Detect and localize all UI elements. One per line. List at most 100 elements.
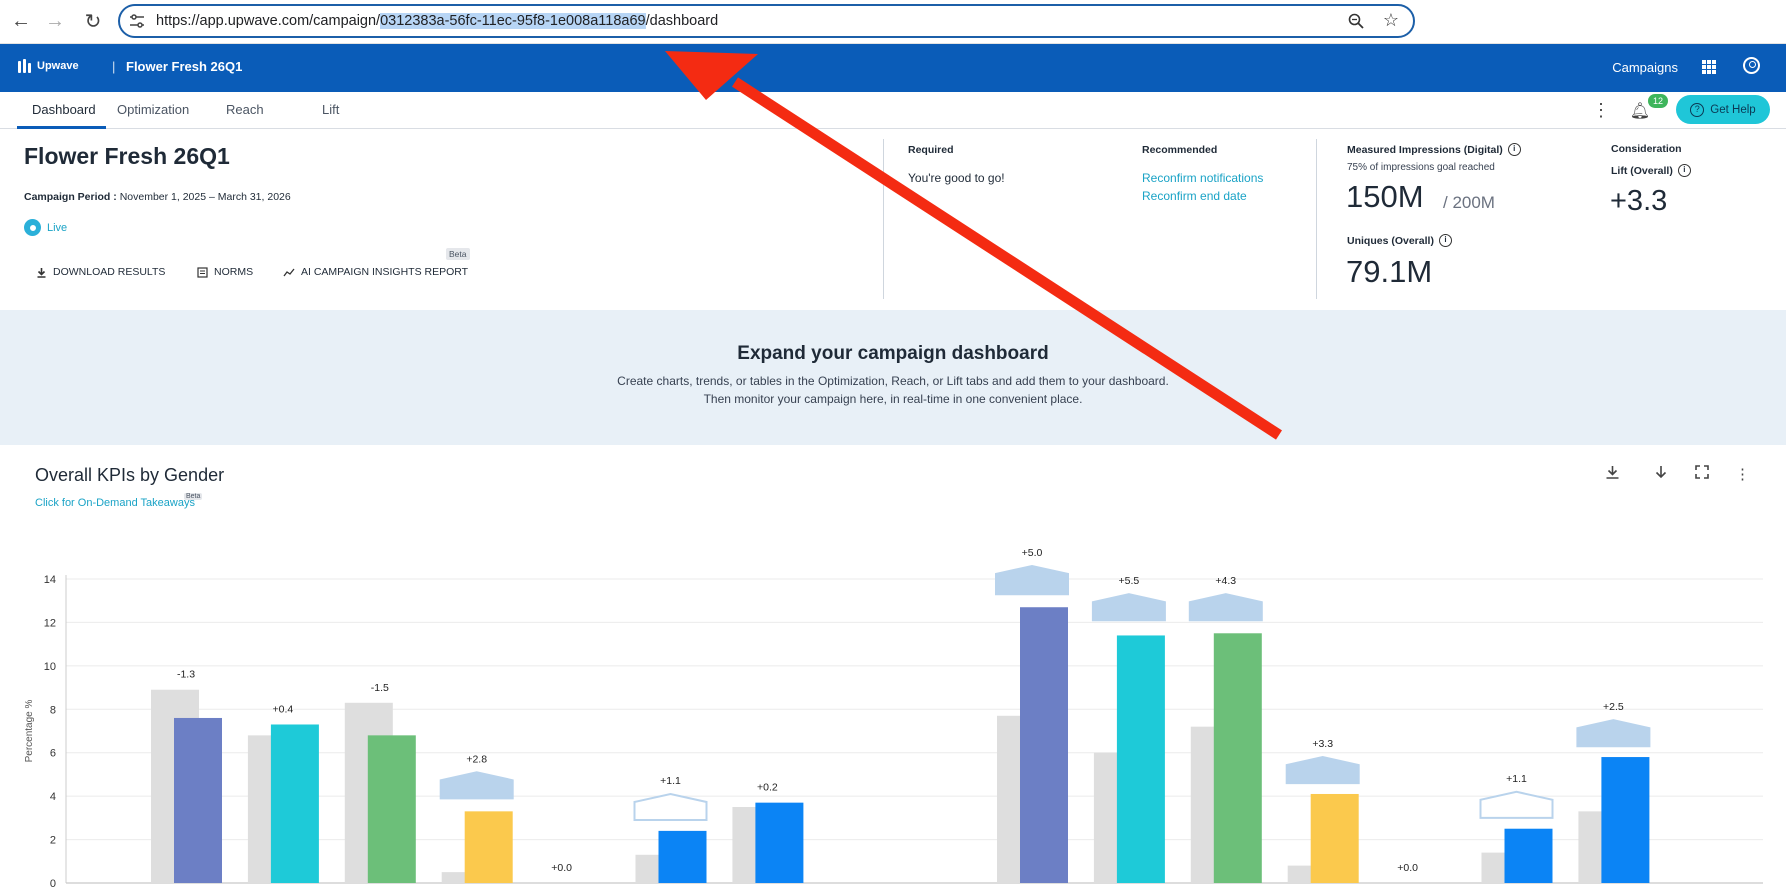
notification-count-badge: 12 bbox=[1648, 94, 1668, 108]
info-icon[interactable]: i bbox=[1507, 143, 1521, 156]
impressions-goal-progress: 75% of impressions goal reached bbox=[1347, 162, 1495, 173]
uniques-value: 79.1M bbox=[1346, 254, 1433, 289]
exposed-bar bbox=[464, 811, 513, 883]
site-settings-icon[interactable] bbox=[128, 12, 146, 30]
logo-text: Upwave bbox=[37, 60, 79, 72]
forward-icon[interactable]: → bbox=[45, 9, 65, 32]
tab-lift[interactable]: Lift bbox=[322, 102, 340, 117]
back-icon[interactable]: ← bbox=[11, 9, 31, 32]
chart-title: Overall KPIs by Gender bbox=[35, 465, 225, 485]
impressions-heading-label: Measured Impressions (Digital) bbox=[1347, 143, 1503, 156]
more-options-icon[interactable]: ⋮ bbox=[1592, 100, 1610, 120]
recommended-heading: Recommended bbox=[1142, 144, 1218, 156]
expand-description-line-2: Then monitor your campaign here, in real… bbox=[703, 392, 1083, 406]
tab-reach[interactable]: Reach bbox=[226, 102, 264, 117]
ai-insights-report-label: AI CAMPAIGN INSIGHTS REPORT bbox=[301, 266, 469, 278]
y-axis-label: Percentage % bbox=[24, 699, 35, 762]
exposed-bar bbox=[1310, 793, 1359, 883]
uniques-heading: Uniques (Overall) i bbox=[1347, 234, 1452, 247]
active-tab-indicator bbox=[17, 126, 106, 129]
lift-data-label: -1.5 bbox=[371, 682, 389, 694]
tab-dashboard[interactable]: Dashboard bbox=[32, 102, 96, 117]
y-tick-label: 14 bbox=[44, 574, 56, 586]
lift-data-label: +4.3 bbox=[1215, 575, 1236, 587]
reload-icon[interactable]: ↻ bbox=[84, 10, 102, 33]
impressions-heading: Measured Impressions (Digital) i bbox=[1347, 143, 1521, 156]
campaign-period-value: November 1, 2025 – March 31, 2026 bbox=[119, 191, 291, 203]
apps-grid-icon[interactable] bbox=[1702, 60, 1716, 74]
zoom-icon[interactable] bbox=[1347, 12, 1365, 30]
on-demand-takeaways-link[interactable]: Click for On-Demand Takeaways bbox=[35, 497, 195, 509]
lift-data-label: +0.0 bbox=[551, 862, 572, 874]
exposed-bar bbox=[174, 717, 222, 883]
app-header: Upwave | Flower Fresh 26Q1 Campaigns bbox=[0, 44, 1786, 92]
insights-trend-icon bbox=[283, 268, 295, 276]
download-chart-icon[interactable] bbox=[1605, 465, 1620, 483]
lift-overall-label-text: Lift (Overall) bbox=[1611, 164, 1673, 177]
notifications-bell-icon[interactable]: 🔔︎ bbox=[1629, 103, 1650, 120]
get-help-button[interactable]: ? Get Help bbox=[1676, 95, 1770, 124]
y-tick-label: 8 bbox=[50, 704, 56, 716]
consideration-lift-value: +3.3 bbox=[1610, 185, 1668, 217]
kpi-bar-chart: 0 2 4 6 8 10 12 14 Percentage % -1.3 +0.4 -1.5 +2.8 +… bbox=[24, 547, 1763, 890]
lift-data-label: +0.0 bbox=[1397, 862, 1418, 874]
exposed-bar bbox=[1116, 635, 1165, 883]
help-icon: ? bbox=[1690, 102, 1705, 117]
impressions-value: 150M bbox=[1346, 179, 1424, 214]
y-tick-label: 6 bbox=[50, 748, 56, 760]
ai-insights-report-button[interactable]: AI CAMPAIGN INSIGHTS REPORT bbox=[283, 266, 468, 278]
status-badge: Live bbox=[24, 219, 67, 236]
address-bar[interactable]: https://app.upwave.com/campaign/0312383a… bbox=[118, 4, 1415, 38]
url-text[interactable]: https://app.upwave.com/campaign/0312383a… bbox=[156, 13, 718, 29]
confidence-interval bbox=[995, 564, 1069, 596]
reconfirm-end-date-link[interactable]: Reconfirm end date bbox=[1142, 189, 1247, 203]
norms-button[interactable]: NORMS bbox=[197, 266, 253, 278]
expand-icon[interactable] bbox=[1695, 465, 1709, 483]
confidence-interval bbox=[439, 771, 514, 800]
consideration-heading: Consideration bbox=[1611, 143, 1682, 155]
url-prefix: https://app.upwave.com/campaign/ bbox=[156, 13, 381, 29]
divider bbox=[1316, 139, 1317, 299]
confidence-interval bbox=[1576, 719, 1651, 748]
expand-dashboard-banner: Expand your campaign dashboard Create ch… bbox=[0, 310, 1786, 445]
confidence-interval bbox=[1188, 593, 1263, 622]
exposed-bar bbox=[1601, 757, 1650, 883]
url-selected-segment: 0312383a-56fc-11ec-95f8-1e008a118a69 bbox=[380, 13, 646, 29]
get-help-label: Get Help bbox=[1710, 103, 1756, 116]
account-icon[interactable] bbox=[1743, 57, 1760, 74]
lift-overall-label: Lift (Overall) i bbox=[1611, 164, 1691, 177]
confidence-interval bbox=[1091, 593, 1166, 622]
download-icon bbox=[37, 267, 46, 278]
tab-optimization[interactable]: Optimization bbox=[117, 102, 190, 117]
lift-data-label: +5.5 bbox=[1119, 575, 1140, 587]
info-icon[interactable]: i bbox=[1677, 164, 1691, 177]
header-campaign-title: Flower Fresh 26Q1 bbox=[126, 59, 243, 74]
norms-icon bbox=[197, 266, 208, 278]
header-separator: | bbox=[112, 59, 116, 74]
download-results-button[interactable]: DOWNLOAD RESULTS bbox=[36, 266, 165, 278]
reconfirm-notifications-link[interactable]: Reconfirm notifications bbox=[1142, 171, 1264, 185]
info-icon[interactable]: i bbox=[1438, 234, 1452, 247]
confidence-interval bbox=[1479, 790, 1554, 819]
campaigns-link[interactable]: Campaigns bbox=[1612, 60, 1678, 75]
card-more-options-icon[interactable]: ⋮ bbox=[1735, 466, 1750, 483]
beta-badge: Beta bbox=[446, 248, 470, 260]
divider bbox=[883, 139, 884, 299]
lift-data-label: +5.0 bbox=[1022, 547, 1043, 559]
y-tick-label: 4 bbox=[50, 791, 56, 803]
y-tick-label: 10 bbox=[44, 661, 56, 673]
exposed-bar bbox=[658, 830, 707, 883]
required-heading: Required bbox=[908, 144, 954, 156]
lift-data-label: +2.8 bbox=[466, 753, 487, 765]
norms-label: NORMS bbox=[214, 266, 254, 278]
lift-data-label: +2.5 bbox=[1603, 701, 1624, 713]
confidence-interval bbox=[1285, 756, 1360, 785]
expand-description-line-1: Create charts, trends, or tables in the … bbox=[617, 374, 1169, 388]
exposed-bar bbox=[270, 724, 319, 883]
campaign-title: Flower Fresh 26Q1 bbox=[24, 143, 230, 169]
bookmark-star-icon[interactable]: ☆ bbox=[1382, 10, 1399, 30]
lift-data-label: -1.3 bbox=[177, 669, 195, 681]
export-icon[interactable] bbox=[1654, 465, 1668, 483]
upwave-logo[interactable]: Upwave bbox=[18, 59, 79, 73]
exposed-bar bbox=[1020, 607, 1068, 883]
